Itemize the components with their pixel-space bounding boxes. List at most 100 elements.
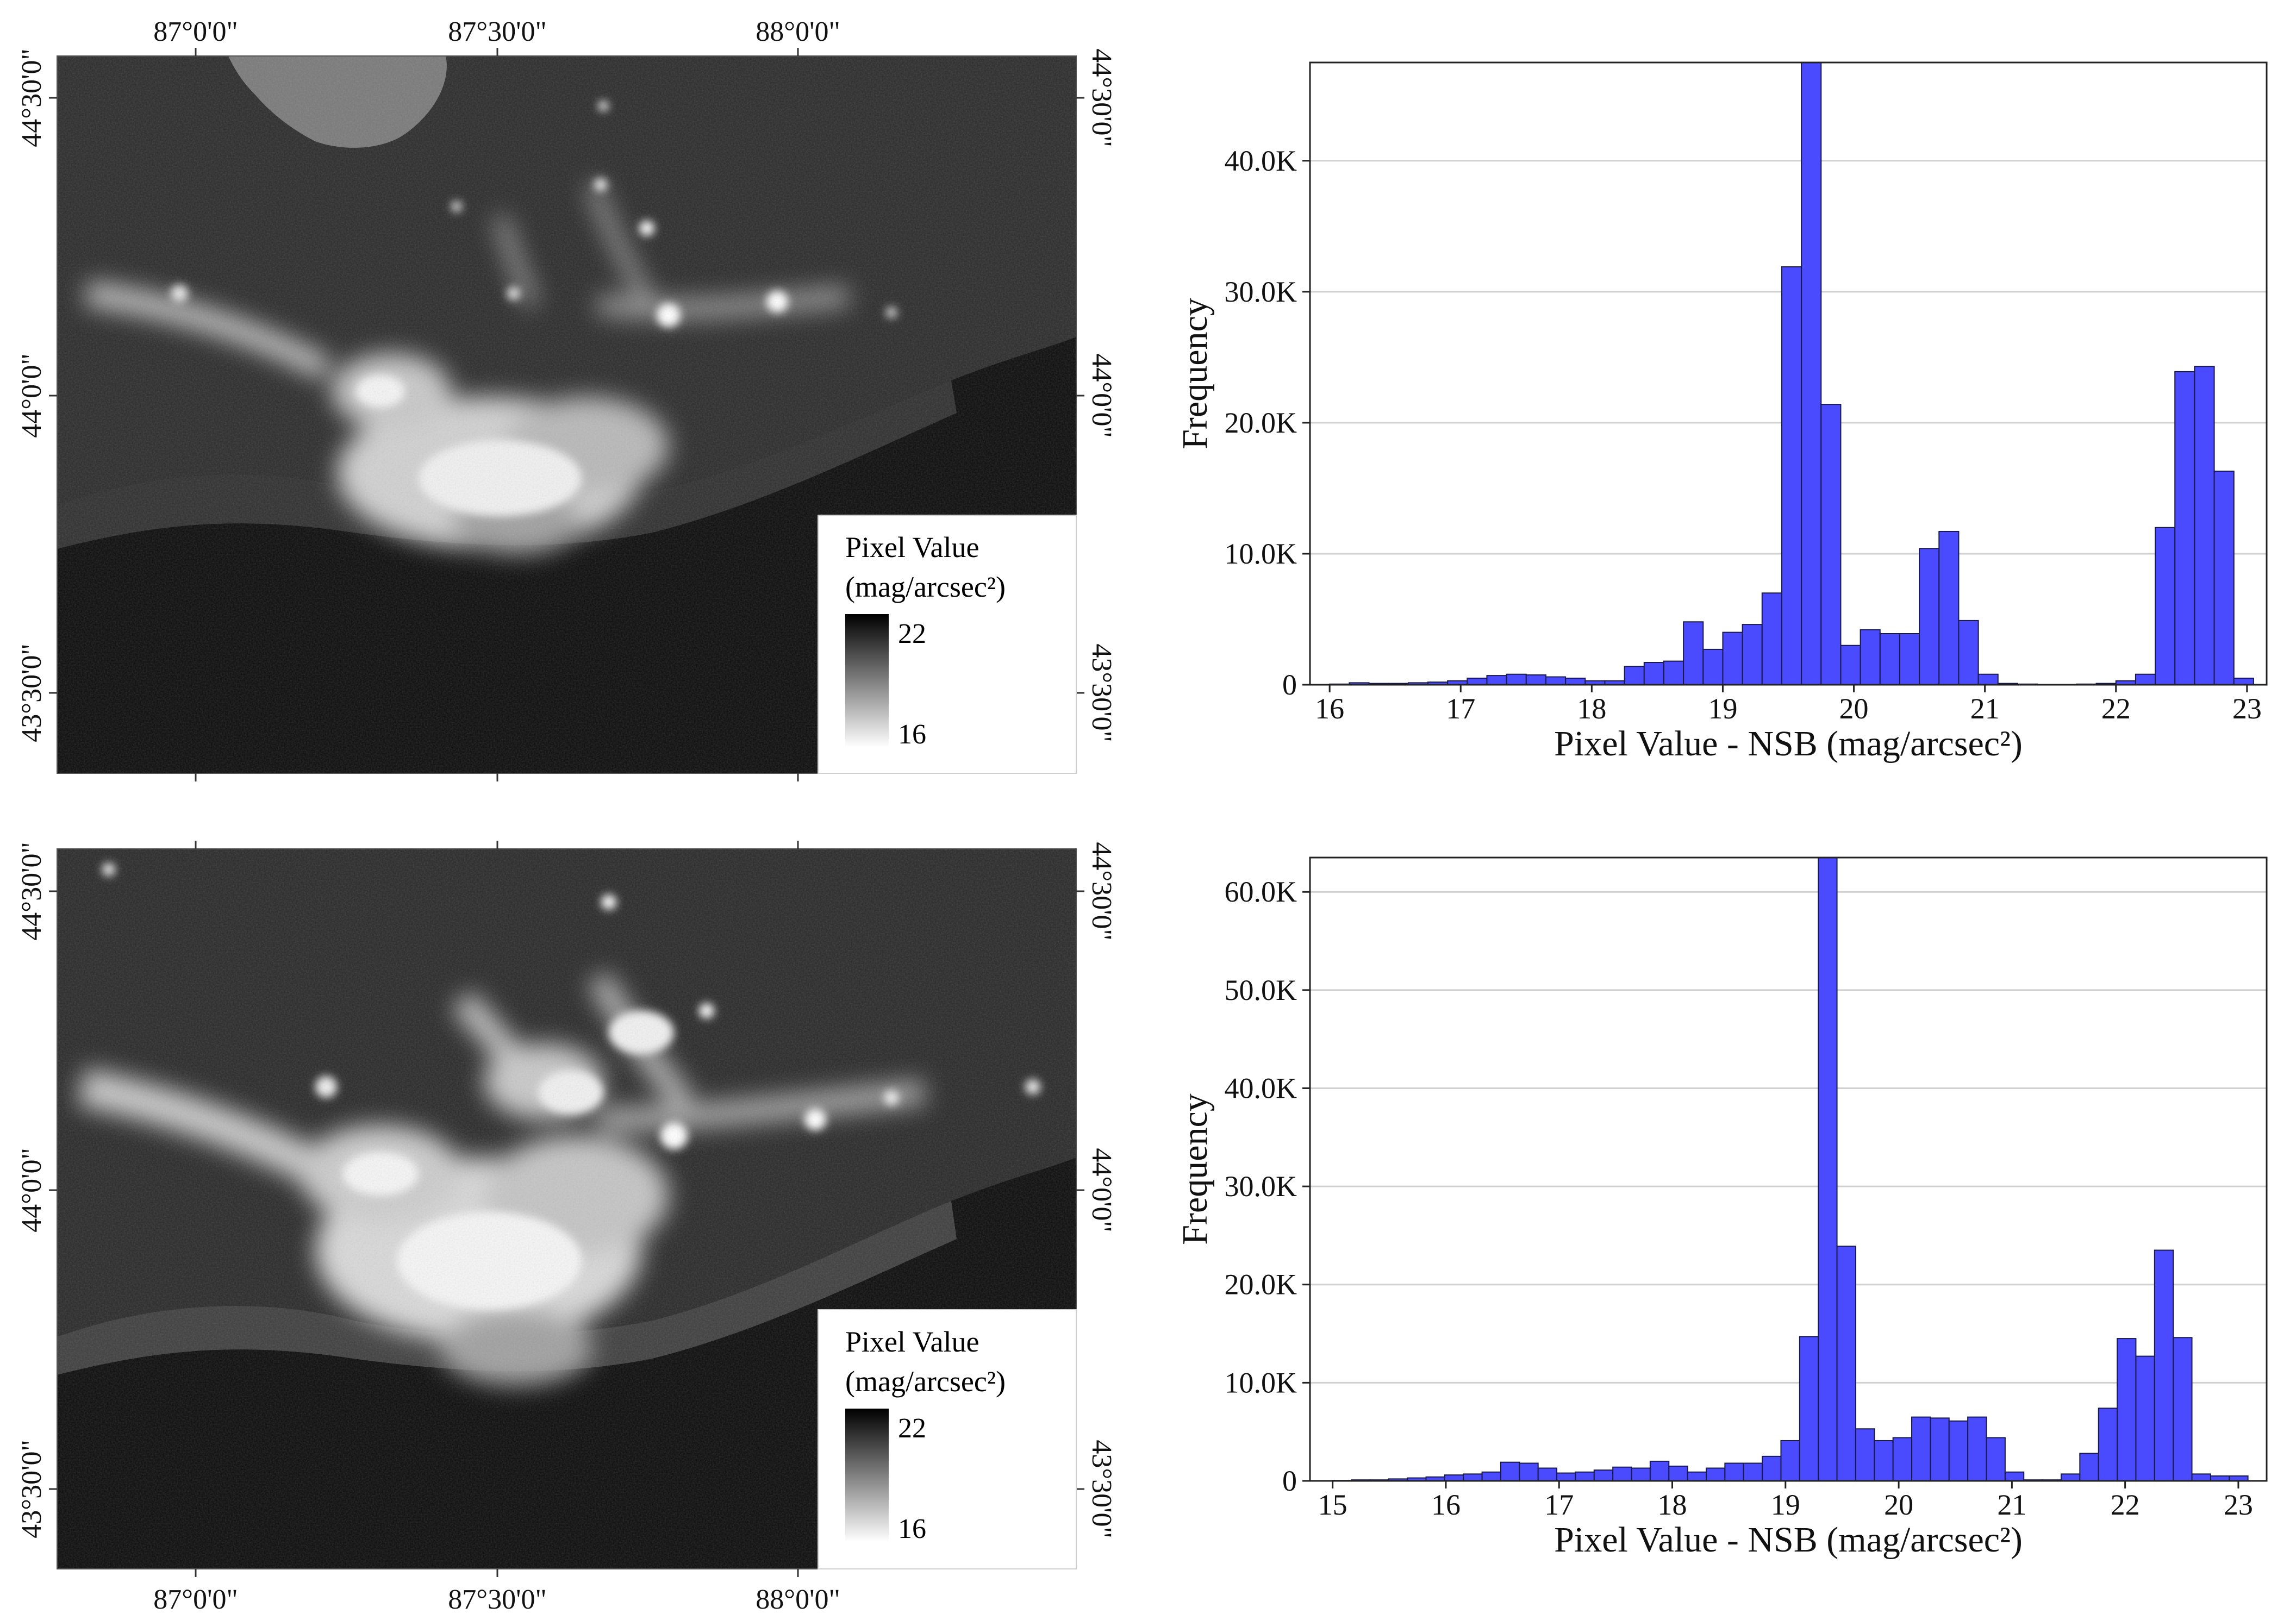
histogram-bar [1702, 648, 1724, 685]
histogram-bar [1519, 1462, 1539, 1481]
x-tick-label: 22 [2111, 1488, 2140, 1521]
histogram-bar [1958, 620, 1979, 685]
histogram-bar [1486, 675, 1507, 686]
legend-min-label: 16 [898, 1513, 926, 1544]
histogram-bar [1537, 1467, 1558, 1481]
map-bottom-lon-label: 87°30'0" [448, 1584, 546, 1615]
x-tick-label: 19 [1708, 692, 1737, 725]
y-tick-label: 10.0K [1225, 537, 1297, 570]
histogram-top: 0 10.0K 20.0K 30.0K 40.0K 16 17 18 19 20 21 22 23 Pix… [1175, 61, 2268, 764]
histogram-bar [1631, 1467, 1651, 1481]
histogram-bar [1525, 674, 1546, 685]
histogram-bar [1668, 1465, 1688, 1482]
histogram-bar [2174, 371, 2195, 685]
histogram-bar [1761, 592, 1782, 686]
map-bottom-frame [57, 848, 1077, 1569]
histogram-bar [1556, 1472, 1576, 1481]
histogram-bar [1977, 673, 1999, 686]
histogram-bar [2098, 1408, 2118, 1481]
y-tick-label: 30.0K [1225, 276, 1297, 308]
histogram-bar [1930, 1417, 1950, 1481]
x-tick-label: 20 [1884, 1488, 1913, 1521]
legend-title: Pixel Value [845, 531, 979, 564]
histogram-bar [1938, 530, 1960, 686]
histogram-bar [1840, 645, 1861, 685]
histogram-bar [2060, 1473, 2081, 1482]
y-tick-label: 0 [1282, 1465, 1297, 1497]
histogram-bar [1663, 660, 1684, 685]
histogram-bar [2154, 1249, 2174, 1482]
x-tick-label: 18 [1658, 1488, 1687, 1521]
x-tick-label: 21 [1970, 692, 2000, 725]
histogram-bar [1879, 633, 1900, 686]
histogram-bar [1836, 1246, 1856, 1481]
map-bottom-lon-label: 88°0'0" [756, 1584, 840, 1615]
histogram-bar [2079, 1453, 2099, 1481]
map-top-lat-label-left: 43°30'0" [16, 643, 47, 742]
histogram-bar [1705, 1467, 1726, 1481]
histogram-bar [1818, 857, 1838, 1481]
y-tick-label: 40.0K [1225, 145, 1297, 177]
histogram-bar [1565, 677, 1586, 686]
histogram-bar [2233, 677, 2254, 686]
histogram-bar [1874, 1440, 1894, 1481]
x-tick-label: 17 [1544, 1488, 1574, 1521]
map-top-lat-label-left: 44°30'0" [16, 48, 47, 147]
legend-max-label: 22 [898, 618, 926, 649]
map-bottom-lat-label-left: 44°0'0" [16, 1148, 47, 1232]
histogram-bar [2117, 1338, 2137, 1482]
map-top-lat-label-left: 44°0'0" [16, 353, 47, 437]
y-axis-title: Frequency [1175, 298, 1215, 449]
histogram-bar [2155, 527, 2176, 685]
histogram-bar [1986, 1437, 2006, 1482]
legend-max-label: 22 [898, 1413, 926, 1444]
histogram-bar [1780, 1440, 1800, 1481]
histogram-bar [2004, 1471, 2025, 1482]
map-top-lon-label: 87°30'0" [448, 16, 546, 47]
histogram-bar [1899, 633, 1920, 686]
histogram-bar [1742, 624, 1763, 686]
histogram-bar [1463, 1473, 1483, 1482]
map-bottom: 87°0'0" 87°30'0" 88°0'0" 44°30'0" 44°0'0… [16, 841, 1117, 1615]
histogram-bar [1799, 1336, 1819, 1482]
histogram-bar [1444, 1474, 1464, 1481]
legend-gradient [845, 1409, 889, 1542]
x-tick-label: 22 [2101, 692, 2131, 725]
legend-title: Pixel Value [845, 1325, 979, 1358]
histogram-bar [1545, 676, 1567, 686]
histogram-bar [1948, 1420, 1969, 1481]
x-tick-label: 20 [1839, 692, 1869, 725]
histogram-bottom: 0 10.0K 20.0K 30.0K 40.0K 50.0K 60.0K 15 16 17 18 1… [1175, 856, 2268, 1560]
histogram-bar [1855, 1428, 1875, 1481]
legend-subtitle: (mag/arcsec²) [845, 571, 1006, 603]
map-top-legend: Pixel Value (mag/arcsec²) 22 16 [818, 515, 1077, 774]
histogram-bar [1500, 1461, 1520, 1482]
histogram-bar [2213, 471, 2235, 686]
legend-min-label: 16 [898, 719, 926, 750]
x-tick-label: 23 [2232, 692, 2262, 725]
y-tick-label: 0 [1282, 668, 1297, 701]
map-top-lon-label: 88°0'0" [756, 16, 840, 47]
plot-frame [1309, 856, 2268, 1482]
histogram-bar [2135, 1355, 2155, 1482]
histogram-bar [1643, 662, 1664, 685]
y-tick-label: 40.0K [1225, 1072, 1297, 1104]
histogram-bar [1860, 629, 1881, 686]
legend-subtitle: (mag/arcsec²) [845, 1365, 1006, 1398]
map-top-lat-label-right: 44°0'0" [1086, 353, 1117, 437]
y-axis-title: Frequency [1175, 1093, 1215, 1245]
y-tick-label: 20.0K [1225, 406, 1297, 439]
histogram-bar [1724, 1462, 1744, 1481]
legend-gradient [845, 614, 889, 747]
map-top-lat-label-right: 43°30'0" [1086, 643, 1117, 742]
histogram-bar [1593, 1469, 1614, 1481]
histogram-bar [1624, 666, 1645, 686]
map-top-frame [57, 55, 1077, 774]
x-tick-label: 19 [1771, 1488, 1800, 1521]
y-tick-label: 10.0K [1225, 1366, 1297, 1399]
histogram-bar [1683, 621, 1704, 685]
histogram-bar [1820, 404, 1842, 685]
map-bottom-lat-label-right: 44°30'0" [1086, 842, 1117, 940]
histogram-bar [1612, 1466, 1632, 1482]
